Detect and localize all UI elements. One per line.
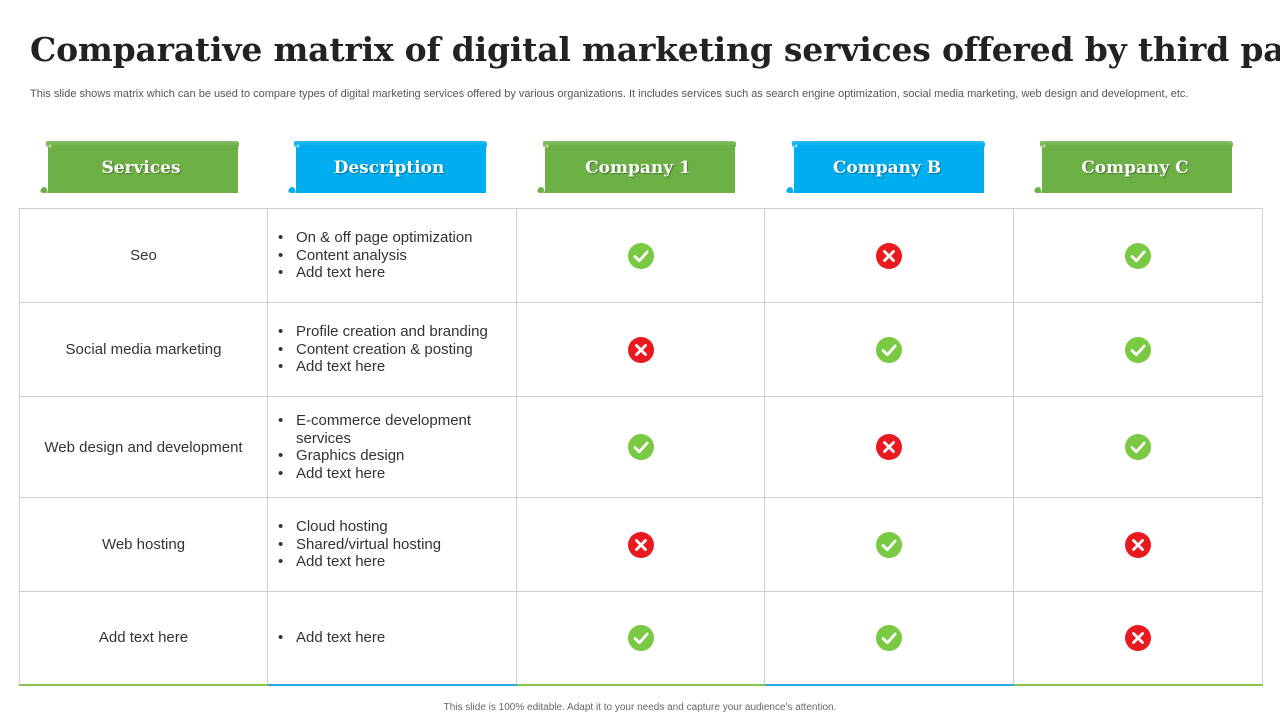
description-cell: Profile creation and brandingContent cre… <box>267 302 517 397</box>
description-item: Content analysis <box>278 247 516 265</box>
check-circle-icon <box>875 336 903 363</box>
column-header-label: Company B <box>832 158 942 178</box>
cross-circle-icon <box>1124 531 1152 558</box>
company-1-cell <box>516 302 765 397</box>
company-3-cell <box>1013 208 1263 303</box>
company-2-cell <box>764 497 1014 592</box>
company-3-cell <box>1013 591 1263 686</box>
cross-circle-icon <box>627 336 655 363</box>
check-circle-icon <box>875 624 903 651</box>
description-item: Add text here <box>278 264 516 282</box>
check-circle-icon <box>627 434 655 460</box>
description-item: Shared/virtual hosting <box>278 536 516 554</box>
column-header-1: Description <box>288 141 487 195</box>
company-3-cell <box>1013 302 1263 397</box>
page-subtitle: This slide shows matrix which can be use… <box>30 88 1189 100</box>
description-list: Profile creation and brandingContent cre… <box>278 323 516 376</box>
service-name-cell: Social media marketing <box>19 302 268 397</box>
column-header-label: Services <box>101 158 181 178</box>
description-item: Add text here <box>278 629 516 647</box>
check-circle-icon <box>1124 434 1152 460</box>
company-1-cell <box>516 396 765 498</box>
description-list: Cloud hostingShared/virtual hostingAdd t… <box>278 518 516 571</box>
company-2-cell <box>764 396 1014 498</box>
cross-circle-icon <box>875 434 903 460</box>
header-banner-shape <box>1034 141 1233 193</box>
description-item: Add text here <box>278 465 516 483</box>
cross-circle-icon <box>627 531 655 558</box>
check-circle-icon <box>627 624 655 651</box>
description-cell: E-commerce development servicesGraphics … <box>267 396 517 498</box>
description-item: Profile creation and branding <box>278 323 516 341</box>
column-header-0: Services <box>40 141 239 195</box>
table-row: Web hostingCloud hostingShared/virtual h… <box>19 497 1263 592</box>
service-name-cell: Web design and development <box>19 396 268 498</box>
company-2-cell <box>764 302 1014 397</box>
company-2-cell <box>764 591 1014 686</box>
company-3-cell <box>1013 396 1263 498</box>
table-row: Social media marketingProfile creation a… <box>19 302 1263 397</box>
column-header-label: Company 1 <box>585 158 691 178</box>
description-list: E-commerce development servicesGraphics … <box>278 412 516 482</box>
column-header-label: Description <box>333 158 445 178</box>
description-item: Add text here <box>278 358 516 376</box>
column-header-label: Company C <box>1081 158 1189 178</box>
description-item: Content creation & posting <box>278 341 516 359</box>
description-list: Add text here <box>278 629 516 647</box>
company-1-cell <box>516 208 765 303</box>
company-2-cell <box>764 208 1014 303</box>
check-circle-icon <box>627 242 655 269</box>
description-cell: Cloud hostingShared/virtual hostingAdd t… <box>267 497 517 592</box>
header-banner-shape <box>537 141 736 193</box>
cross-circle-icon <box>875 242 903 269</box>
page-title: Comparative matrix of digital marketing … <box>30 30 1280 69</box>
description-cell: Add text here <box>267 591 517 686</box>
column-header-4: Company C <box>1034 141 1233 195</box>
table-row: Add text here Add text here <box>19 591 1263 686</box>
description-cell: On & off page optimizationContent analys… <box>267 208 517 303</box>
description-item: E-commerce development services <box>278 412 516 447</box>
description-item: On & off page optimization <box>278 229 516 247</box>
header-banner-shape <box>786 141 985 193</box>
table-row: Web design and developmentE-commerce dev… <box>19 396 1263 498</box>
cross-circle-icon <box>1124 624 1152 651</box>
header-banner-shape <box>40 141 239 193</box>
description-list: On & off page optimizationContent analys… <box>278 229 516 282</box>
column-header-3: Company B <box>786 141 985 195</box>
check-circle-icon <box>1124 336 1152 363</box>
table-row: SeoOn & off page optimizationContent ana… <box>19 208 1263 303</box>
description-item: Cloud hosting <box>278 518 516 536</box>
company-1-cell <box>516 591 765 686</box>
service-name-cell: Seo <box>19 208 268 303</box>
company-3-cell <box>1013 497 1263 592</box>
header-banner-shape <box>288 141 487 193</box>
service-name-cell: Web hosting <box>19 497 268 592</box>
check-circle-icon <box>1124 242 1152 269</box>
column-header-2: Company 1 <box>537 141 736 195</box>
service-name-cell: Add text here <box>19 591 268 686</box>
footer-note: This slide is 100% editable. Adapt it to… <box>443 702 837 713</box>
description-item: Add text here <box>278 553 516 571</box>
company-1-cell <box>516 497 765 592</box>
comparison-matrix: SeoOn & off page optimizationContent ana… <box>19 208 1263 686</box>
description-item: Graphics design <box>278 447 516 465</box>
check-circle-icon <box>875 531 903 558</box>
